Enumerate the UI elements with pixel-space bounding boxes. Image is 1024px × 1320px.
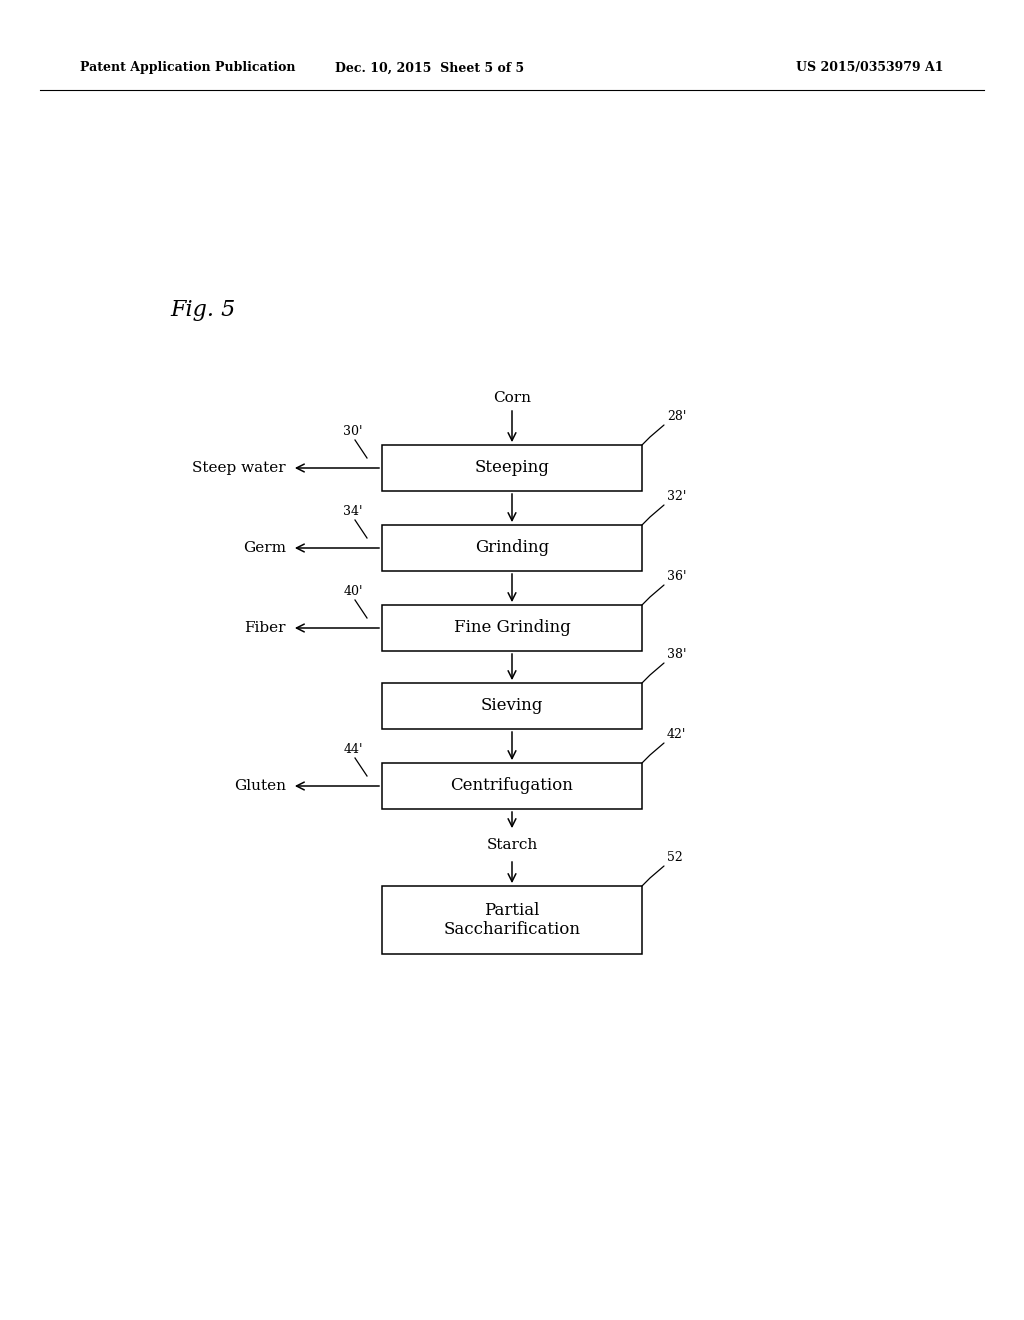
Bar <box>382 525 642 572</box>
Text: Partial
Saccharification: Partial Saccharification <box>443 902 581 939</box>
Bar <box>382 445 642 491</box>
Text: Fiber: Fiber <box>245 620 286 635</box>
Text: 40': 40' <box>343 585 362 598</box>
Text: Centrifugation: Centrifugation <box>451 777 573 795</box>
Text: Steep water: Steep water <box>193 461 286 475</box>
Text: 32': 32' <box>667 490 686 503</box>
Bar <box>382 763 642 809</box>
Text: 38': 38' <box>667 648 686 661</box>
Text: 34': 34' <box>343 506 362 517</box>
Text: 36': 36' <box>667 570 686 583</box>
Text: 30': 30' <box>343 425 362 438</box>
Text: 28': 28' <box>667 411 686 422</box>
Text: 44': 44' <box>343 743 362 756</box>
Text: Grinding: Grinding <box>475 540 549 557</box>
Text: 52: 52 <box>667 851 683 865</box>
Text: Fine Grinding: Fine Grinding <box>454 619 570 636</box>
Text: Patent Application Publication: Patent Application Publication <box>80 62 296 74</box>
Bar <box>382 886 642 954</box>
Text: US 2015/0353979 A1: US 2015/0353979 A1 <box>797 62 944 74</box>
Text: Corn: Corn <box>493 391 531 405</box>
Text: Gluten: Gluten <box>234 779 286 793</box>
Bar <box>382 682 642 729</box>
Text: Sieving: Sieving <box>481 697 543 714</box>
Bar <box>382 605 642 651</box>
Text: Steeping: Steeping <box>474 459 550 477</box>
Text: Fig. 5: Fig. 5 <box>170 300 236 321</box>
Text: Starch: Starch <box>486 838 538 851</box>
Text: 42': 42' <box>667 729 686 741</box>
Text: Germ: Germ <box>243 541 286 554</box>
Text: Dec. 10, 2015  Sheet 5 of 5: Dec. 10, 2015 Sheet 5 of 5 <box>336 62 524 74</box>
